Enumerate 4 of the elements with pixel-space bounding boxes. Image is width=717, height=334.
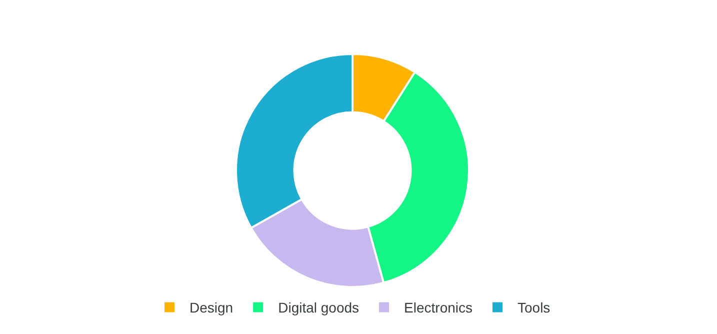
legend-label: Electronics [404,300,472,316]
legend-label: Digital goods [278,300,360,316]
legend-label: Design [190,300,234,316]
legend-label: Tools [518,300,550,316]
